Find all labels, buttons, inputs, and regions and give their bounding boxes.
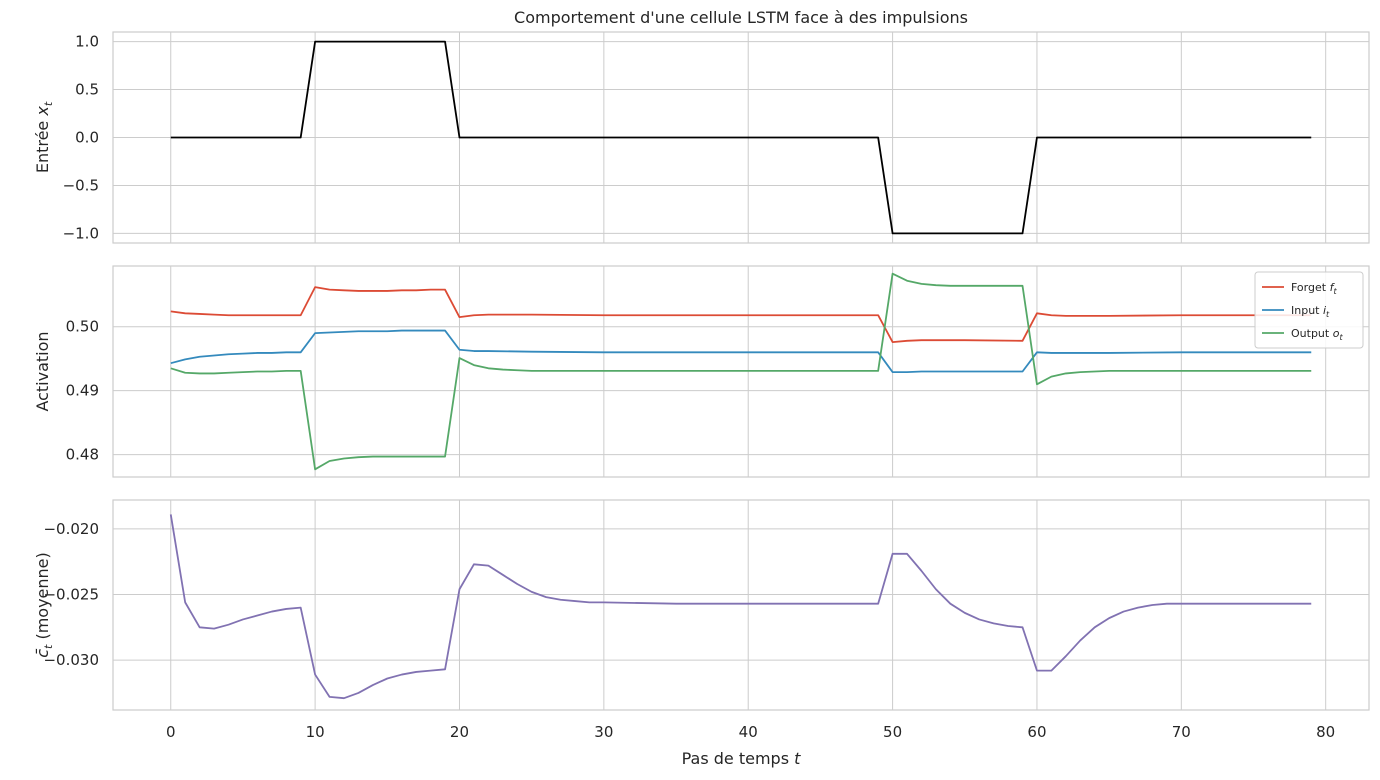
y-tick-label: −0.5 (63, 176, 99, 194)
x-tick-label: 0 (166, 723, 176, 741)
y-tick-label: −0.025 (43, 586, 99, 604)
axes-frame (112, 31, 1370, 244)
x-tick-label: 80 (1316, 723, 1335, 741)
x-tick-label: 60 (1027, 723, 1046, 741)
panel-2: 0.50 0.49 0.48 Activation Forget ft Input it O… (33, 265, 1370, 478)
y-tick-label: −0.030 (43, 651, 99, 669)
legend: Forget ft Input it Output ot (1254, 271, 1364, 349)
y-tick-label: −1.0 (63, 224, 99, 242)
y-tick-label: 0.49 (66, 382, 99, 400)
x-tick-label: 30 (594, 723, 613, 741)
chart-title: Comportement d'une cellule LSTM face à d… (514, 8, 968, 27)
x-tick-label: 40 (739, 723, 758, 741)
legend-entry-i: Input it (1291, 304, 1330, 319)
series-line-f (170, 286, 1312, 343)
series-line-o (170, 272, 1312, 471)
y-tick-label: 0.5 (75, 81, 99, 99)
x-tick-label: 50 (883, 723, 902, 741)
x-tick-label: 10 (306, 723, 325, 741)
axes-frame (112, 265, 1370, 478)
y-tick-label: 0.48 (66, 446, 99, 464)
panel-1: 1.0 0.5 0.0 −0.5 −1.0 Entrée xt Comportement d… (33, 8, 1370, 244)
series-line-main (169, 514, 1312, 700)
legend-box (1254, 271, 1364, 349)
axes-frame (112, 499, 1370, 711)
y-tick-label: 0.0 (75, 129, 99, 147)
x-axis-title: Pas de temps t (682, 749, 802, 768)
series-line-main (170, 40, 1312, 235)
y-tick-label: −0.020 (43, 520, 99, 538)
legend-entry-f: Forget ft (1291, 281, 1337, 296)
legend-entry-o: Output ot (1291, 327, 1343, 342)
series-line-i (170, 329, 1312, 374)
y-tick-label: 1.0 (75, 33, 99, 51)
y-axis-title: c̄t (moyenne) (33, 552, 55, 658)
y-tick-label: 0.50 (66, 318, 99, 336)
y-axis-title: Activation (33, 331, 52, 411)
x-tick-label: 70 (1172, 723, 1191, 741)
x-tick-label: 20 (450, 723, 469, 741)
y-axis-title: Entrée xt (33, 101, 55, 173)
